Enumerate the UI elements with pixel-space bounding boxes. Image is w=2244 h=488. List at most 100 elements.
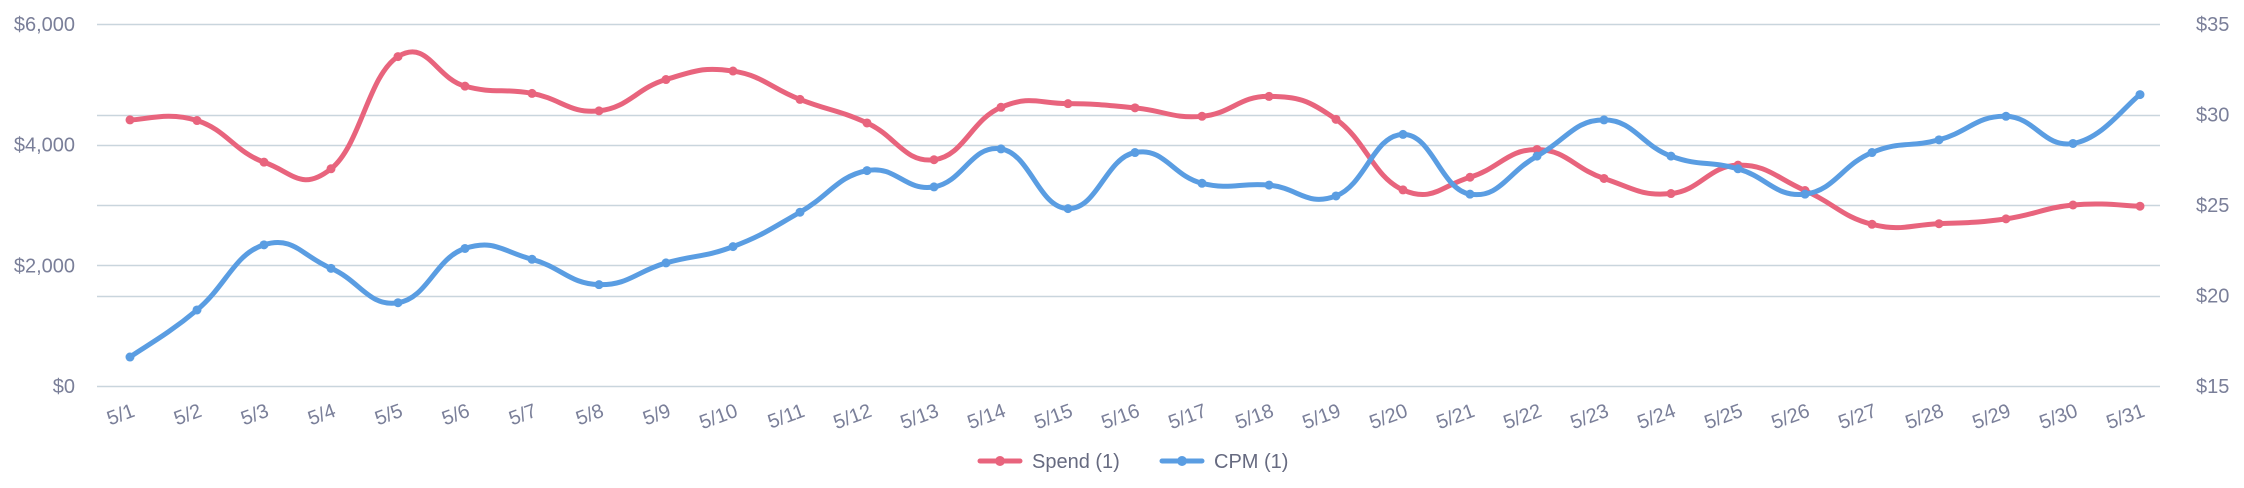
x-axis: 5/1 5/2 5/3 5/4 5/5 5/6 5/7 5/8 5/9 5/10 5/11 5/12 5…: [104, 400, 2148, 434]
x-axis-tick-label: 5/1: [104, 400, 138, 430]
data-point: [929, 182, 939, 192]
x-axis-tick-label: 5/22: [1501, 400, 1545, 434]
x-axis-tick-label: 5/14: [965, 400, 1009, 434]
legend-marker: [1177, 456, 1187, 466]
data-point: [1398, 129, 1408, 139]
data-point: [2001, 214, 2011, 224]
data-point: [460, 243, 470, 253]
x-axis-tick-label: 5/30: [2037, 400, 2081, 434]
x-axis-tick-label: 5/16: [1099, 400, 1143, 434]
right-axis-tick-label: $20: [2196, 286, 2229, 308]
data-point: [661, 258, 671, 268]
left-axis: $0 $2,000 $4,000 $6,000: [14, 14, 75, 398]
x-axis-tick-label: 5/10: [697, 400, 741, 434]
data-point: [1934, 135, 1944, 145]
data-point: [795, 94, 805, 104]
data-point: [1331, 114, 1341, 124]
x-axis-tick-label: 5/15: [1032, 400, 1076, 434]
x-axis-tick-label: 5/31: [2104, 400, 2148, 434]
x-axis-tick-label: 5/26: [1769, 400, 1813, 434]
data-point: [1867, 219, 1877, 229]
left-axis-tick-label: $0: [53, 376, 75, 398]
x-axis-tick-label: 5/25: [1702, 400, 1746, 434]
x-axis-tick-label: 5/17: [1166, 400, 1210, 434]
data-point: [728, 66, 738, 76]
data-point: [192, 305, 202, 315]
left-axis-tick-label: $4,000: [14, 135, 75, 157]
data-point: [862, 118, 872, 128]
x-axis-tick-label: 5/21: [1434, 400, 1478, 434]
data-point: [661, 75, 671, 85]
x-axis-tick-label: 5/20: [1367, 400, 1411, 434]
data-point: [1063, 99, 1073, 109]
data-point: [1599, 115, 1609, 125]
x-axis-tick-label: 5/3: [238, 400, 272, 430]
data-point: [125, 115, 135, 125]
data-point: [2135, 201, 2145, 211]
data-point: [527, 254, 537, 264]
data-point: [527, 88, 537, 98]
data-point: [2068, 138, 2078, 148]
data-point: [1867, 148, 1877, 158]
data-point: [594, 106, 604, 116]
left-axis-tick-label: $6,000: [14, 14, 75, 36]
data-point: [1666, 189, 1676, 199]
x-axis-tick-label: 5/29: [1970, 400, 2014, 434]
legend-label: Spend (1): [1032, 451, 1120, 473]
x-axis-tick-label: 5/13: [898, 400, 942, 434]
data-point: [2068, 200, 2078, 210]
data-point: [1532, 144, 1542, 154]
x-axis-tick-label: 5/5: [372, 400, 406, 430]
data-point: [1264, 91, 1274, 101]
right-axis-tick-label: $15: [2196, 376, 2229, 398]
data-point: [393, 52, 403, 62]
data-point: [125, 352, 135, 362]
data-point: [1532, 151, 1542, 161]
data-point: [1197, 111, 1207, 121]
data-point: [1465, 189, 1475, 199]
x-axis-tick-label: 5/12: [831, 400, 875, 434]
data-point: [326, 263, 336, 273]
x-axis-tick-label: 5/11: [765, 400, 808, 433]
data-point: [1264, 180, 1274, 190]
data-point: [996, 102, 1006, 112]
x-axis-tick-label: 5/2: [171, 400, 205, 430]
data-point: [1130, 103, 1140, 113]
data-point: [1331, 191, 1341, 201]
series-2: [125, 90, 2145, 362]
data-point: [1599, 173, 1609, 183]
x-axis-tick-label: 5/7: [506, 400, 540, 430]
right-axis-tick-label: $35: [2196, 14, 2229, 36]
data-point: [1130, 148, 1140, 158]
data-point: [1666, 151, 1676, 161]
data-point: [795, 207, 805, 217]
right-axis-tick-label: $30: [2196, 105, 2229, 127]
data-point: [259, 157, 269, 167]
data-point: [1197, 178, 1207, 188]
data-point: [192, 116, 202, 126]
data-point: [1398, 185, 1408, 195]
x-axis-tick-label: 5/8: [573, 400, 607, 430]
x-axis-tick-label: 5/24: [1635, 400, 1679, 434]
right-axis: $15 $20 $25 $30 $35: [2196, 14, 2229, 398]
right-axis-tick-label: $25: [2196, 195, 2229, 217]
data-point: [996, 144, 1006, 154]
data-point: [929, 155, 939, 165]
data-point: [862, 166, 872, 176]
data-point: [259, 240, 269, 250]
data-point: [326, 164, 336, 174]
data-point: [2135, 90, 2145, 100]
x-axis-tick-label: 5/27: [1836, 400, 1880, 434]
gridlines: [97, 23, 2160, 388]
x-axis-tick-label: 5/19: [1300, 400, 1344, 434]
legend-label: CPM (1): [1214, 451, 1288, 473]
data-point: [1465, 172, 1475, 182]
data-point: [1800, 189, 1810, 199]
x-axis-tick-label: 5/23: [1568, 400, 1612, 434]
x-axis-tick-label: 5/18: [1233, 400, 1277, 434]
x-axis-tick-label: 5/28: [1903, 400, 1947, 434]
left-axis-tick-label: $2,000: [14, 255, 75, 277]
data-point: [393, 298, 403, 308]
series-1: [125, 49, 2145, 231]
